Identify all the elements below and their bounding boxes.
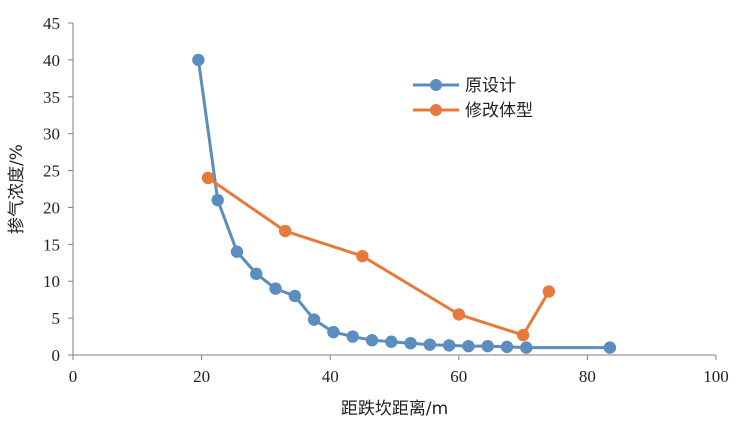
data-point	[278, 224, 292, 238]
data-point	[288, 289, 302, 303]
data-point	[356, 249, 369, 263]
data-point	[307, 313, 321, 326]
y-tick-label: 5	[52, 309, 61, 328]
x-tick-label: 20	[193, 367, 210, 386]
data-point	[385, 335, 398, 348]
data-point	[192, 53, 205, 67]
y-tick-label: 25	[43, 162, 60, 181]
legend-marker-original	[430, 79, 442, 91]
series-line-2	[207, 176, 551, 337]
data-point	[516, 328, 530, 342]
data-point	[250, 267, 263, 281]
data-point	[542, 285, 556, 298]
data-point	[230, 245, 244, 258]
legend-item-original: 原设计	[413, 76, 516, 96]
data-point	[327, 325, 340, 339]
legend: 原设计 修改体型	[413, 76, 533, 121]
data-point	[201, 171, 215, 185]
y-tick-label: 30	[43, 125, 60, 144]
y-axis-title: 掺气浓度/%	[7, 144, 27, 234]
data-point	[500, 340, 514, 354]
legend-label-original: 原设计	[465, 76, 516, 96]
data-point	[442, 339, 456, 352]
data-point	[346, 330, 359, 343]
series-line-1	[196, 59, 610, 350]
x-tick-label: 100	[703, 367, 729, 386]
x-tick-label: 60	[450, 367, 467, 386]
y-tick-label: 35	[43, 88, 60, 107]
data-point	[365, 334, 379, 347]
legend-marker-modified	[430, 104, 442, 116]
y-tick-label: 0	[52, 346, 61, 365]
axes	[72, 23, 716, 356]
data-point	[603, 341, 617, 354]
y-tick-label: 40	[43, 51, 60, 70]
data-point	[481, 339, 494, 353]
data-point	[423, 338, 437, 351]
data-point	[520, 341, 533, 354]
y-tick-label: 10	[43, 272, 60, 291]
y-tick-label: 20	[43, 198, 60, 217]
x-axis-title: 距跌坎距离/m	[341, 399, 448, 419]
x-tick-label: 80	[579, 367, 596, 386]
y-tick-label: 45	[43, 14, 60, 33]
data-point	[462, 339, 475, 353]
data-point	[269, 282, 282, 295]
x-tick-label: 0	[69, 367, 78, 386]
data-point	[452, 308, 465, 321]
y-tick-label: 15	[43, 235, 60, 254]
legend-item-modified: 修改体型	[413, 101, 533, 121]
data-point	[404, 336, 417, 350]
x-tick-label: 40	[322, 367, 339, 386]
series-layer	[192, 53, 617, 354]
x-ticks: 0 20 40 60 80 100	[69, 355, 729, 386]
data-point	[211, 193, 224, 207]
legend-label-modified: 修改体型	[465, 101, 533, 121]
y-ticks: 0 5 10 15 20 25 30 35 40 45	[43, 14, 73, 365]
